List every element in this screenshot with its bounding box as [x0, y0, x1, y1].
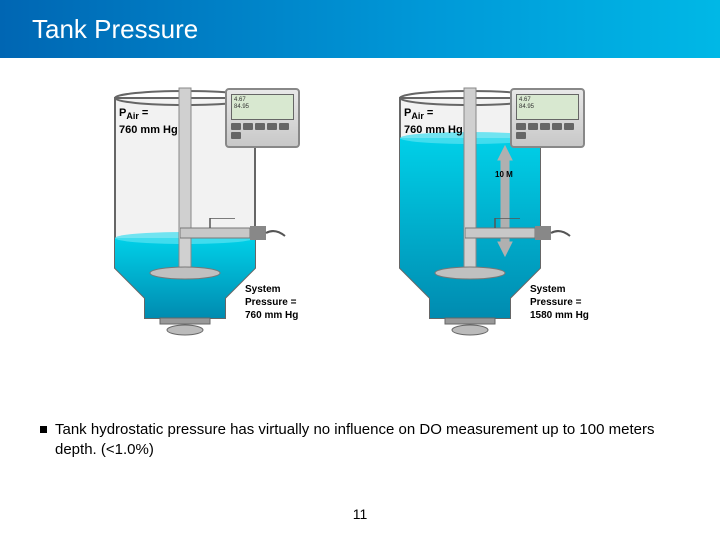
- bullet-area: Tank hydrostatic pressure has virtually …: [40, 420, 680, 461]
- bullet-text: Tank hydrostatic pressure has virtually …: [55, 420, 680, 461]
- page-number: 11: [0, 506, 720, 522]
- analyzer-buttons: [231, 123, 294, 139]
- left-analyzer: 4.67 84.95: [225, 88, 300, 158]
- depth-label: 10 M: [495, 170, 513, 179]
- left-probe: [180, 218, 290, 248]
- left-pair-label: PAir = 760 mm Hg: [119, 106, 178, 137]
- diagram-area: PAir = 760 mm Hg: [0, 78, 720, 398]
- left-sys-label: System Pressure = 760 mm Hg: [245, 283, 298, 322]
- header-bar: Tank Pressure: [0, 0, 720, 58]
- right-sys-label: System Pressure = 1580 mm Hg: [530, 283, 589, 322]
- bullet-marker: [40, 426, 47, 433]
- analyzer-body: 4.67 84.95: [225, 88, 300, 148]
- analyzer-body: 4.67 84.95: [510, 88, 585, 148]
- bullet-item: Tank hydrostatic pressure has virtually …: [40, 420, 680, 461]
- analyzer-screen: 4.67 84.95: [516, 94, 579, 120]
- right-analyzer: 4.67 84.95: [510, 88, 585, 158]
- slide-title: Tank Pressure: [32, 14, 198, 45]
- right-probe: [465, 218, 575, 248]
- analyzer-screen: 4.67 84.95: [231, 94, 294, 120]
- analyzer-buttons: [516, 123, 579, 139]
- right-pair-label: PAir = 760 mm Hg: [404, 106, 463, 137]
